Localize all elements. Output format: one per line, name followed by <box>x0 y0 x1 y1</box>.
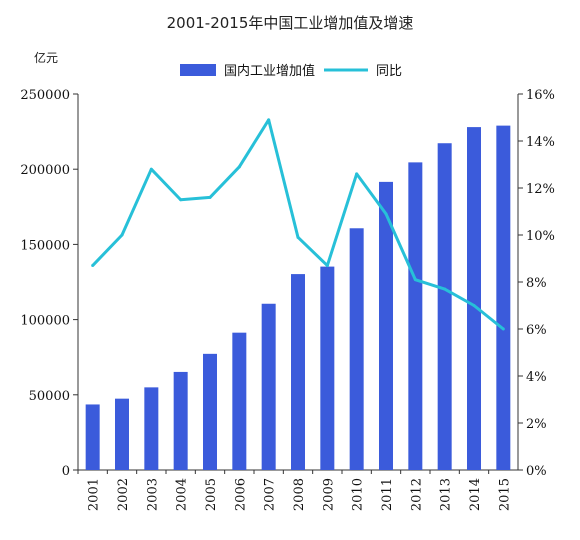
left-tick-label: 200000 <box>20 163 70 178</box>
right-tick-label: 14% <box>526 135 555 150</box>
x-tick-label: 2004 <box>175 478 190 511</box>
right-tick-label: 6% <box>526 323 547 338</box>
bar <box>203 353 217 470</box>
bar <box>173 371 188 470</box>
line-point <box>296 235 300 239</box>
line-point <box>91 264 95 268</box>
line-point <box>179 198 183 202</box>
bar <box>320 266 335 470</box>
right-tick-label: 4% <box>526 370 547 385</box>
legend-bar-swatch <box>180 64 216 76</box>
line-point <box>413 278 417 282</box>
bar <box>467 127 481 471</box>
x-tick-label: 2005 <box>204 478 219 511</box>
x-tick-label: 2009 <box>321 478 336 511</box>
bar <box>437 143 452 471</box>
x-tick-label: 2002 <box>116 478 131 511</box>
right-tick-label: 16% <box>526 88 555 103</box>
right-tick-label: 2% <box>526 417 547 432</box>
right-tick-label: 12% <box>526 182 555 197</box>
left-axis-unit: 亿元 <box>34 50 58 65</box>
x-tick-label: 2015 <box>497 478 512 511</box>
line-point <box>501 327 505 331</box>
line-point <box>355 172 359 176</box>
bar <box>291 274 305 470</box>
bar <box>408 162 423 471</box>
legend-line-label: 同比 <box>376 64 402 79</box>
bar <box>379 181 393 470</box>
bar <box>144 387 159 470</box>
x-tick-label: 2014 <box>468 478 483 511</box>
x-tick-label: 2010 <box>351 478 366 511</box>
right-tick-label: 8% <box>526 276 547 291</box>
x-tick-label: 2013 <box>439 478 454 511</box>
left-tick-label: 250000 <box>20 88 70 103</box>
left-tick-label: 0 <box>62 464 70 479</box>
line-point <box>325 264 329 268</box>
x-tick-label: 2011 <box>380 478 395 511</box>
x-tick-label: 2003 <box>145 478 160 511</box>
line-point <box>267 118 271 122</box>
x-tick-label: 2012 <box>409 478 424 511</box>
x-tick-label: 2001 <box>87 478 102 511</box>
bar <box>261 303 276 470</box>
bar <box>115 398 129 470</box>
left-tick-label: 50000 <box>29 389 70 404</box>
line-point <box>208 195 212 199</box>
x-tick-label: 2007 <box>263 478 278 511</box>
legend: 国内工业增加值 同比 <box>180 63 402 79</box>
bar <box>85 404 100 470</box>
bar <box>496 125 511 470</box>
chart-title: 2001-2015年中国工业增加值及增速 <box>167 14 414 32</box>
x-tick-label: 2006 <box>233 478 248 511</box>
bar <box>349 228 364 470</box>
line-point <box>149 167 153 171</box>
line-point <box>443 287 447 291</box>
left-tick-label: 100000 <box>20 314 70 329</box>
bar <box>232 332 247 470</box>
left-tick-label: 150000 <box>20 238 70 253</box>
right-tick-label: 10% <box>526 229 555 244</box>
right-tick-label: 0% <box>526 464 547 479</box>
line-point <box>384 212 388 216</box>
line-point <box>237 165 241 169</box>
legend-bar-label: 国内工业增加值 <box>224 63 315 79</box>
line-point <box>472 304 476 307</box>
plot-area: 0 50000 100000 150000 200000 250000 0% 2% 4% 6% 8%… <box>20 88 555 511</box>
line-point <box>120 233 124 237</box>
x-tick-label: 2008 <box>292 478 307 511</box>
